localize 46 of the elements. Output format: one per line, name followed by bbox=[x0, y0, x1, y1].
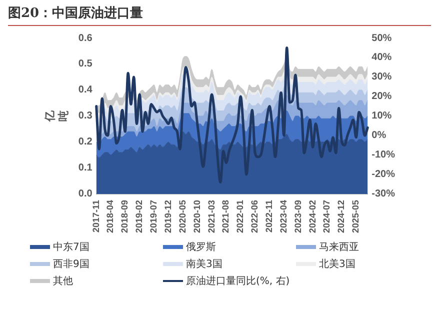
y-tick-label: 0.5 bbox=[78, 58, 93, 70]
x-tick-label: 2024-02 bbox=[307, 200, 318, 233]
x-tick-label: 2021-03 bbox=[206, 200, 216, 233]
y-tick-label: 0.2 bbox=[78, 136, 93, 148]
y-tick-label: 0.3 bbox=[78, 110, 93, 122]
x-tick-label: 2018-04 bbox=[105, 200, 116, 233]
line-series bbox=[95, 46, 369, 184]
y2-tick-label: -20% bbox=[372, 169, 396, 180]
y2-tick-label: 30% bbox=[372, 72, 392, 83]
x-tick-label: 2019-02 bbox=[134, 200, 144, 233]
y2-tick-label: 10% bbox=[372, 110, 392, 122]
legend-label: 俄罗斯 bbox=[186, 240, 216, 254]
x-tick-label: 2019-07 bbox=[148, 200, 159, 233]
y-tick-label: 0.0 bbox=[78, 188, 93, 200]
y2-tick-label: 40% bbox=[372, 52, 392, 64]
y2-tick-label: 0% bbox=[372, 130, 386, 142]
x-tick-label: 2019-12 bbox=[162, 200, 173, 233]
legend-label: 其他 bbox=[53, 274, 73, 288]
y2-tick-label: -10% bbox=[372, 150, 396, 161]
y2-tick-label: -30% bbox=[372, 188, 396, 200]
legend-label: 北美3国 bbox=[319, 258, 356, 271]
y-axis-title: 亿吨 bbox=[44, 109, 70, 122]
y-tick-label: 0.1 bbox=[78, 162, 93, 174]
x-tick-label: 2023-09 bbox=[292, 200, 303, 233]
x-tick-label: 2020-10 bbox=[192, 200, 202, 233]
x-tick-label: 2022-11 bbox=[264, 200, 274, 233]
x-tick-label: 2021-08 bbox=[220, 200, 231, 233]
legend-label: 原油进口量同比(%, 右) bbox=[186, 274, 290, 288]
x-tick-label: 2022-01 bbox=[235, 200, 246, 233]
x-tick-label: 2023-04 bbox=[278, 200, 288, 233]
y-tick-label: 0.6 bbox=[78, 32, 93, 44]
x-tick-label: 2024-12 bbox=[336, 200, 346, 233]
x-tick-label: 2025-05 bbox=[350, 200, 361, 233]
y2-tick-label: 50% bbox=[372, 32, 392, 44]
legend-label: 马来西亚 bbox=[319, 240, 359, 254]
x-tick-label: 2022-06 bbox=[250, 200, 260, 233]
chart-title: 图20：中国原油进口量 bbox=[8, 4, 431, 26]
y2-tick-label: 20% bbox=[372, 91, 392, 102]
legend-label: 中东7国 bbox=[53, 240, 90, 254]
legend-label: 南美3国 bbox=[186, 258, 222, 271]
x-tick-label: 2024-07 bbox=[322, 200, 332, 233]
x-tick-label: 2018-09 bbox=[120, 200, 130, 233]
x-tick-label: 2020-05 bbox=[177, 200, 188, 233]
x-tick-label: 2017-11 bbox=[90, 200, 101, 233]
y-tick-label: 0.4 bbox=[78, 84, 93, 96]
legend-label: 西非9国 bbox=[53, 258, 90, 271]
